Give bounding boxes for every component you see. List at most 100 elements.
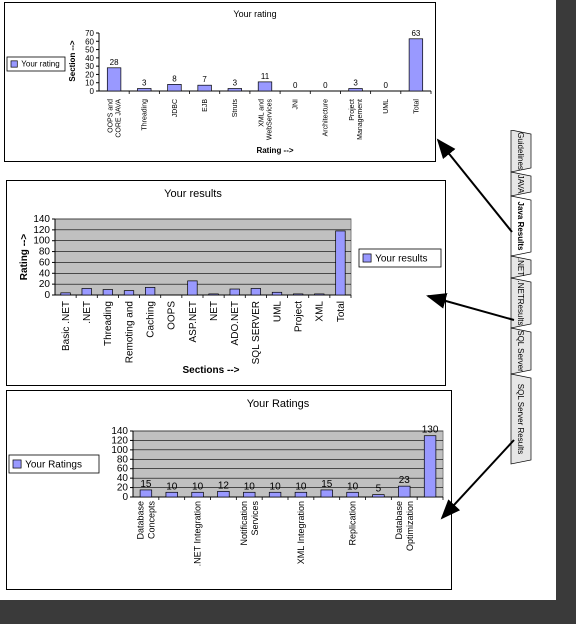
- data-label-10: 23: [399, 475, 411, 486]
- bar-10: [271, 291, 283, 296]
- category-label-3-0: XML Integration: [296, 501, 306, 564]
- sheet-tab-6[interactable]: SQL Server Results: [510, 373, 532, 465]
- chart-title: Your rating: [233, 9, 276, 19]
- category-label-1-0: Threading: [142, 99, 149, 131]
- legend-box: [8, 454, 100, 474]
- sheet-tab-4[interactable]: .NETResults: [510, 277, 532, 329]
- y-tick-label-5: 100: [33, 236, 50, 247]
- data-label-4: 10: [244, 481, 256, 492]
- category-label-2-0: Threading: [103, 301, 114, 346]
- data-label-6: 10: [295, 481, 307, 492]
- y-tick-label-7: 140: [111, 426, 128, 437]
- bar-8: [346, 491, 359, 498]
- category-label-9-0: UML: [383, 99, 390, 114]
- category-label-0-0: Database: [135, 501, 145, 540]
- sheet-tab-label-6: SQL Server Results: [516, 384, 525, 454]
- plot-area: [132, 430, 444, 498]
- data-label-5: 10: [270, 481, 282, 492]
- category-label-group-9: SQL SERVER: [251, 301, 262, 364]
- sheet-tab-label-1: JAVA: [516, 175, 525, 194]
- y-tick-label-4: 80: [117, 454, 129, 465]
- bar-9: [372, 494, 385, 498]
- bar-10: [398, 485, 411, 498]
- category-label-group-3: EJB: [202, 99, 209, 112]
- category-label-group-3: XML Integration: [296, 501, 306, 564]
- category-label-13-0: Total: [336, 301, 347, 322]
- data-label-3: 7: [202, 75, 207, 84]
- category-label-2-0: JDBC: [172, 99, 179, 117]
- data-label-9: 0: [384, 81, 389, 90]
- legend-swatch: [12, 459, 22, 469]
- sheet-tab-0[interactable]: Guidelines: [510, 130, 532, 173]
- category-label-6-0: ASP.NET: [188, 301, 199, 343]
- data-label-3: 12: [218, 480, 230, 491]
- category-label-0-1: Concepts: [146, 501, 156, 540]
- bar-8: [229, 288, 240, 296]
- data-label-8: 3: [353, 79, 358, 88]
- bar-4: [145, 287, 156, 296]
- category-label-group-9: UML: [383, 99, 390, 114]
- sheet-tab-label-4: .NETResults: [516, 281, 525, 326]
- y-axis-title: Section -->: [68, 40, 77, 81]
- chart-title: Your results: [164, 188, 222, 200]
- sheet-tab-shape-5: [510, 327, 532, 375]
- category-label-group-0: Basic .NET: [61, 301, 72, 351]
- data-label-8: 10: [347, 481, 359, 492]
- worksheet-tab-strip[interactable]: Guidelines JAVA Java Results .NET .NETResult…: [510, 130, 532, 490]
- x-axis-title: Sections -->: [183, 365, 240, 376]
- bar-2: [102, 289, 113, 296]
- category-label-0-1: CORE JAVA: [115, 99, 122, 138]
- category-label-2-0: Notification: [239, 501, 249, 546]
- category-label-group-8: ADO.NET: [230, 301, 241, 345]
- sheet-tab-2[interactable]: Java Results: [510, 195, 532, 257]
- category-label-6-0: JNI: [293, 99, 300, 110]
- data-label-0: 28: [110, 58, 119, 67]
- category-label-group-0: Database Concepts: [135, 501, 156, 540]
- chart-panel-sql-ratings[interactable]: Your Ratings 0 20 40 60 80 100 120 140 15 10 10 12 10…: [6, 390, 452, 590]
- category-label-group-3: Remoting and: [124, 301, 135, 363]
- data-label-1: 3: [142, 79, 147, 88]
- bar-3: [217, 490, 230, 498]
- legend-label: Your Ratings: [25, 459, 82, 470]
- category-label-10-0: UML: [272, 301, 283, 323]
- category-label-group-5: OOPS: [167, 301, 178, 330]
- category-label-group-7: Architecture: [323, 99, 330, 136]
- category-label-4-0: Caching: [145, 301, 156, 338]
- bar-6: [294, 491, 308, 498]
- sheet-tab-shape-3: [510, 255, 532, 279]
- data-label-11: 130: [422, 425, 439, 436]
- y-tick-label-4: 80: [39, 247, 51, 258]
- bar-11: [293, 293, 304, 296]
- category-label-5-1: WebServices: [266, 99, 273, 141]
- chart-panel-dotnet-results[interactable]: Your results 0 20 40 60 80 100 120 140 Basic .NET…: [6, 180, 446, 386]
- bar-1: [81, 288, 92, 296]
- data-label-7: 0: [323, 81, 328, 90]
- category-label-8-1: Management: [357, 99, 364, 140]
- y-tick-label-4: 40: [85, 54, 94, 63]
- data-label-2: 10: [192, 481, 204, 492]
- legend-box: [358, 248, 442, 268]
- sheet-tab-1[interactable]: JAVA: [510, 171, 532, 197]
- y-tick-label-7: 70: [85, 29, 94, 38]
- category-label-2-1: Services: [250, 501, 260, 536]
- sheet-tab-3[interactable]: .NET: [510, 255, 532, 279]
- category-label-group-5: Database Optimization: [394, 501, 415, 551]
- y-tick-label-1: 20: [39, 279, 51, 290]
- category-label-3-0: EJB: [202, 99, 209, 112]
- chart-title: Your Ratings: [247, 398, 310, 410]
- bar-4: [227, 88, 242, 92]
- y-tick-label-0: 0: [44, 290, 50, 301]
- chart-panel-java-rating[interactable]: Your rating 0 10 20 30 40 50 60 70 28 3 8 7 3 11 0 0 3 0 63…: [4, 2, 436, 162]
- legend-swatch: [362, 253, 372, 263]
- bar-9: [250, 288, 261, 296]
- data-label-6: 0: [293, 81, 298, 90]
- bar-3: [123, 290, 135, 296]
- torn-edge-shadow-bottom: [0, 596, 576, 624]
- category-label-8-0: Project: [349, 99, 356, 121]
- sheet-tab-5[interactable]: SQL Server: [510, 327, 532, 375]
- category-label-group-5: XML and WebServices: [258, 99, 273, 141]
- sheet-tab-label-0: Guidelines: [516, 132, 525, 170]
- sheet-tab-shape-2: [510, 195, 532, 257]
